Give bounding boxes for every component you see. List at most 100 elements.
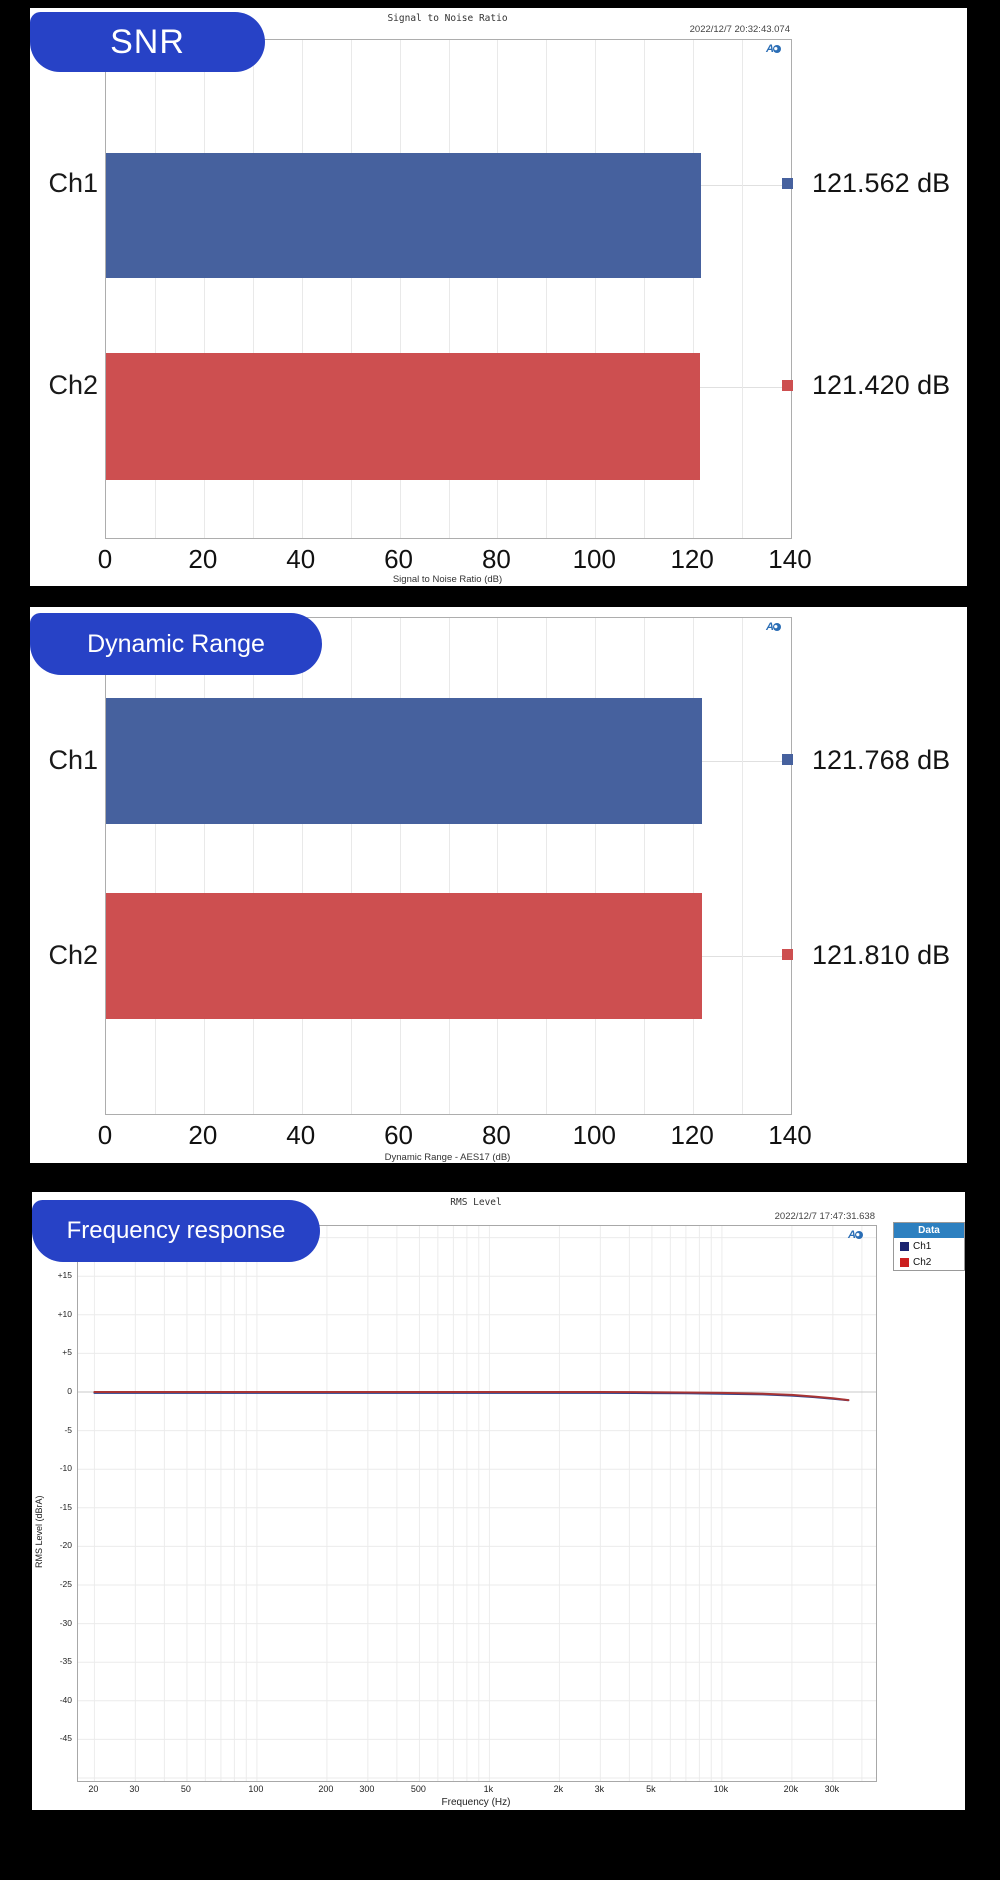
ch2-value: 121.810 dB [812,940,951,970]
gridline-vertical [252,40,254,538]
dynamic-range-panel: Dynamic Range A Ch1 Ch2 121.768 dB 121.8… [30,607,967,1163]
x-axis-tick-label: 200 [318,1784,334,1794]
gridline-vertical [203,40,205,538]
y-axis-caption: RMS Level (dBrA) [34,1495,44,1569]
x-axis-tick-label: 120 [670,1120,714,1150]
x-axis-tick-label: 0 [97,1120,113,1150]
y-axis-tick-label: -30 [59,1617,72,1628]
y-axis-tick-label: +15 [57,1270,72,1281]
legend-label: Ch2 [913,1257,932,1268]
x-axis-tick-label: 1k [483,1784,494,1794]
x-axis-tick-label: 80 [481,1120,511,1150]
gridline-vertical [644,40,646,538]
ch1-category-label: Ch1 [48,168,98,198]
gridline-vertical [350,40,352,538]
legend: Data Ch1 Ch2 [893,1222,965,1271]
y-axis-tick-label: -15 [59,1501,72,1512]
y-axis-tick-label: -20 [59,1540,72,1551]
x-axis-caption: Frequency (Hz) [441,1797,511,1808]
ch1-marker [782,178,793,189]
chart-title: RMS Level [450,1197,502,1208]
ap-logo-circle-icon [772,623,781,631]
x-axis-tick-label: 20 [188,1120,218,1150]
ch1-category-label: Ch1 [48,745,98,775]
y-axis-tick-label: -40 [59,1694,72,1705]
x-axis-tick-label: 140 [768,1120,812,1150]
ch2-value: 121.420 dB [812,370,951,400]
ch1-bar [106,153,701,278]
x-axis-tick-label: 120 [670,544,714,574]
x-axis-tick-label: 3k [594,1784,605,1794]
legend-label: Ch1 [913,1241,932,1252]
x-axis-tick-label: 40 [286,544,316,574]
gridline-vertical [350,618,352,1114]
dynamic-range-badge: Dynamic Range [30,613,322,675]
y-axis-tick-label: -10 [59,1463,72,1474]
ch2-marker [782,380,793,391]
x-axis-tick-label: 60 [384,1120,414,1150]
x-axis-tick-label: 60 [384,544,414,574]
ch2-swatch-icon [900,1258,909,1267]
ap-logo-icon: A [766,622,781,633]
legend-item-ch2: Ch2 [894,1254,964,1270]
ch1-marker [782,754,793,765]
x-axis-tick-label: 30k [824,1784,840,1794]
ch2-marker [782,949,793,960]
x-axis-tick-label: 140 [768,544,812,574]
x-axis-tick-label: 50 [180,1784,191,1794]
frequency-response-badge: Frequency response [32,1200,320,1262]
ch2-category-label: Ch2 [48,940,98,970]
gridline-vertical [154,618,156,1114]
ch2-bar [106,353,701,480]
x-axis-tick-label: 40 [286,1120,316,1150]
gridline-vertical [448,40,450,538]
y-axis-tick-label: 0 [67,1386,72,1396]
ch1-swatch-icon [900,1242,909,1251]
gridline-vertical [399,618,401,1114]
ch1-bar [106,698,702,824]
ch2-bar [106,893,702,1019]
gridline-vertical [252,618,254,1114]
gridline-vertical [595,618,597,1114]
ap-logo-circle-icon [772,45,781,53]
y-axis-tick-label: +5 [62,1347,72,1358]
gridline-vertical [399,40,401,538]
x-axis-tick-label: 100 [572,544,616,574]
dynamic-range-plot-area [105,617,792,1115]
x-axis-tick-label: 500 [410,1784,426,1794]
ap-logo-icon: A [848,1230,863,1241]
gridline-vertical [546,40,548,538]
legend-item-ch1: Ch1 [894,1238,964,1254]
ap-logo-circle-icon [854,1231,863,1239]
ch1-value: 121.562 dB [812,168,951,198]
y-axis-tick-label: +10 [57,1308,72,1319]
x-axis-tick-label: 100 [248,1784,264,1794]
chart-timestamp: 2022/12/7 20:32:43.074 [689,24,790,35]
gridline-vertical [742,618,744,1114]
gridline-vertical [154,40,156,538]
x-axis-tick-label: 20 [88,1784,99,1794]
x-axis-tick-label: 100 [572,1120,616,1150]
x-axis-tick-label: 300 [359,1784,375,1794]
y-axis-tick-label: -25 [59,1579,72,1589]
gridline-vertical [742,40,744,538]
chart-title: Signal to Noise Ratio [387,13,508,24]
y-axis-tick-label: -45 [59,1733,72,1744]
gridline-vertical [497,40,499,538]
frequency-response-panel: Frequency response RMS Level 2022/12/7 1… [32,1192,965,1810]
gridline-vertical [546,618,548,1114]
y-axis-tick-label: -35 [59,1656,72,1667]
gridline-vertical [644,618,646,1114]
ch2-category-label: Ch2 [48,370,98,400]
legend-header: Data [894,1223,964,1238]
ap-logo-icon: A [766,44,781,55]
x-axis-tick-label: 5k [646,1784,656,1794]
x-axis-tick-label: 0 [97,544,113,574]
gridline-vertical [203,618,205,1114]
x-axis-tick-label: 30 [129,1784,140,1794]
ch1-value: 121.768 dB [812,745,951,775]
x-axis-tick-label: 2k [553,1784,564,1794]
x-axis-caption: Dynamic Range - AES17 (dB) [384,1152,511,1163]
gridline-vertical [693,40,695,538]
